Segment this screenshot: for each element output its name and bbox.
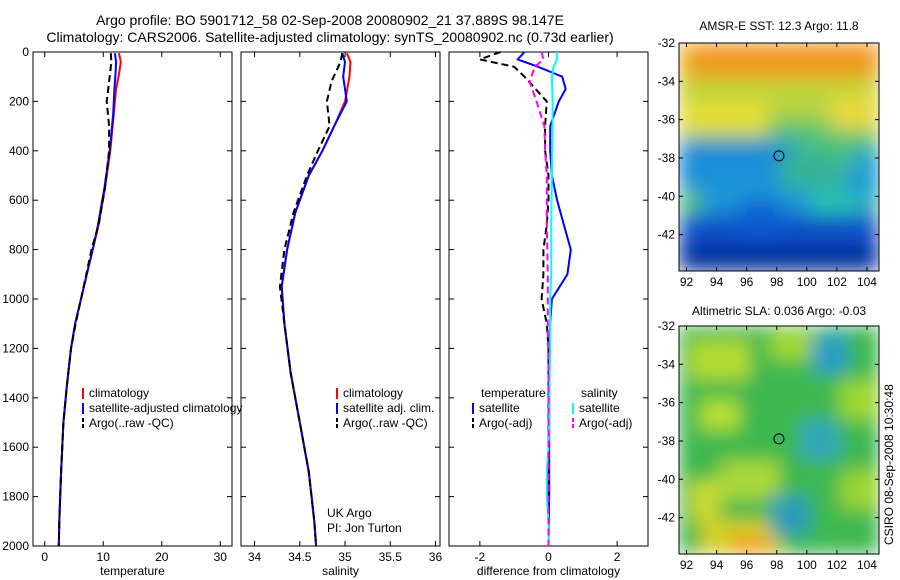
sla-heatmap — [679, 326, 879, 554]
amsre-sst-map-ytick-label: -36 — [658, 113, 676, 127]
amsre-sst-map-ytick-label: -34 — [658, 74, 676, 88]
temperature-profile-ytick-label: 600 — [9, 193, 29, 207]
difference-profile-legend-label: satellite — [479, 401, 520, 415]
temperature-profile-ytick-label: 200 — [9, 94, 29, 108]
amsre-sst-map-ytick-label: -40 — [658, 189, 676, 203]
altimetric-sla-map-ytick-label: -36 — [658, 396, 676, 410]
salinity-profile-series-argo-raw-qc- — [278, 52, 344, 547]
temperature-profile-ytick-label: 1400 — [2, 391, 29, 405]
difference-profile-xtick-label: -2 — [475, 550, 486, 564]
salinity-profile-annotation: UK Argo — [327, 506, 372, 520]
salinity-profile-frame — [240, 51, 441, 547]
altimetric-sla-map-xtick-label: 92 — [680, 558, 694, 572]
salinity-profile-legend-label: Argo(..raw -QC) — [343, 416, 428, 430]
temperature-profile-xtick-label: 0 — [41, 550, 48, 564]
temperature-profile-series-satellite-adjusted-climatology — [57, 53, 118, 547]
salinity-profile-xtick-label: 35.5 — [379, 550, 403, 564]
temperature-profile-ytick-label: 800 — [9, 243, 29, 257]
temperature-profile-xtick-label: 20 — [155, 550, 169, 564]
altimetric-sla-map-frame — [678, 325, 880, 555]
temperature-profile-ytick-label: 1000 — [2, 292, 29, 306]
difference-profile-series-salinity-satellite — [545, 52, 559, 546]
amsre-sst-map-xtick-label: 94 — [710, 275, 724, 289]
altimetric-sla-map-title: Altimetric SLA: 0.036 Argo: -0.03 — [692, 304, 866, 318]
salinity-profile-legend-label: satellite adj. clim. — [343, 401, 434, 415]
temperature-profile-xtick-label: 30 — [214, 550, 228, 564]
amsre-sst-map-frame — [678, 42, 880, 272]
altimetric-sla-map-ytick-label: -40 — [658, 472, 676, 486]
difference-profile-legend-label: salinity — [581, 386, 618, 400]
altimetric-sla-map-argo-marker — [773, 433, 785, 445]
salinity-profile-series-satellite-adj-clim- — [280, 52, 348, 547]
altimetric-sla-map-xtick-label: 102 — [827, 558, 847, 572]
altimetric-sla-map-ytick-label: -38 — [658, 434, 676, 448]
difference-profile-legend-label: satellite — [579, 401, 620, 415]
temperature-profile-frame — [32, 51, 233, 547]
altimetric-sla-map-ytick-label: -34 — [658, 357, 676, 371]
altimetric-sla-map-xtick-label: 94 — [710, 558, 724, 572]
temperature-profile-ytick-label: 1200 — [2, 341, 29, 355]
difference-profile-legend-label: Argo(-adj) — [479, 416, 532, 430]
temperature-profile-legend-label: Argo(..raw -QC) — [89, 416, 174, 430]
amsre-sst-map-argo-marker — [773, 150, 785, 162]
amsre-sst-map-xtick-label: 100 — [797, 275, 817, 289]
temperature-profile-legend-label: climatology — [89, 386, 149, 400]
salinity-profile-xtick-label: 34.5 — [288, 550, 312, 564]
amsre-sst-map-xtick-label: 104 — [857, 275, 877, 289]
salinity-profile-xtick-label: 35 — [338, 550, 352, 564]
figure-title-line-1: Argo profile: BO 5901712_58 02-Sep-2008 … — [96, 12, 564, 28]
temperature-profile-xtick-label: 10 — [97, 550, 111, 564]
salinity-profile-series-climatology — [280, 52, 352, 547]
altimetric-sla-map-xtick-label: 104 — [857, 558, 877, 572]
temperature-profile-ytick-label: 2000 — [2, 539, 29, 553]
difference-profile-xtick-label: 0 — [545, 550, 552, 564]
amsre-sst-map-ytick-label: -42 — [658, 228, 676, 242]
amsre-sst-map-xtick-label: 102 — [827, 275, 847, 289]
difference-profile-legend-label: temperature — [481, 386, 546, 400]
difference-profile-legend-label: Argo(-adj) — [579, 416, 632, 430]
figure-title-line-2: Climatology: CARS2006. Satellite-adjuste… — [46, 29, 614, 45]
amsre-sst-map-title: AMSR-E SST: 12.3 Argo: 11.8 — [699, 19, 859, 33]
amsre-sst-map-ytick-label: -38 — [658, 151, 676, 165]
altimetric-sla-map-xtick-label: 98 — [770, 558, 784, 572]
temperature-profile-legend-label: satellite-adjusted climatology — [89, 401, 242, 415]
altimetric-sla-map-xtick-label: 96 — [740, 558, 754, 572]
temperature-profile-ytick-label: 0 — [22, 45, 29, 59]
temperature-profile-xlabel: temperature — [100, 564, 165, 578]
salinity-profile-annotation: PI: Jon Turton — [327, 521, 402, 535]
difference-profile-series-temperature-argo-adj- — [478, 51, 550, 546]
altimetric-sla-map-ytick-label: -42 — [658, 511, 676, 525]
salinity-profile-legend-label: climatology — [343, 386, 403, 400]
salinity-profile-xtick-label: 34 — [248, 550, 262, 564]
salinity-profile-xtick-label: 36 — [429, 550, 443, 564]
altimetric-sla-map-xtick-label: 100 — [797, 558, 817, 572]
amsre-sst-map-xtick-label: 92 — [680, 275, 694, 289]
temperature-profile-ytick-label: 1800 — [2, 490, 29, 504]
amsre-sst-map-ytick-label: -32 — [658, 36, 676, 50]
temperature-profile-series-argo-raw-qc- — [57, 53, 113, 547]
amsre-sst-map-xtick-label: 96 — [740, 275, 754, 289]
temperature-profile-ytick-label: 400 — [9, 144, 29, 158]
amsre-sst-map-xtick-label: 98 — [770, 275, 784, 289]
temperature-profile-ytick-label: 1600 — [2, 440, 29, 454]
difference-profile-xtick-label: 2 — [614, 550, 621, 564]
side-credit: CSIRO 08-Sep-2008 10:30:48 — [882, 384, 896, 545]
altimetric-sla-map-ytick-label: -32 — [658, 319, 676, 333]
difference-profile-xlabel: difference from climatology — [477, 564, 620, 578]
sst-heatmap — [679, 43, 879, 271]
difference-profile-series-salinity-argo-adj- — [528, 51, 550, 546]
salinity-profile-xlabel: salinity — [322, 564, 359, 578]
